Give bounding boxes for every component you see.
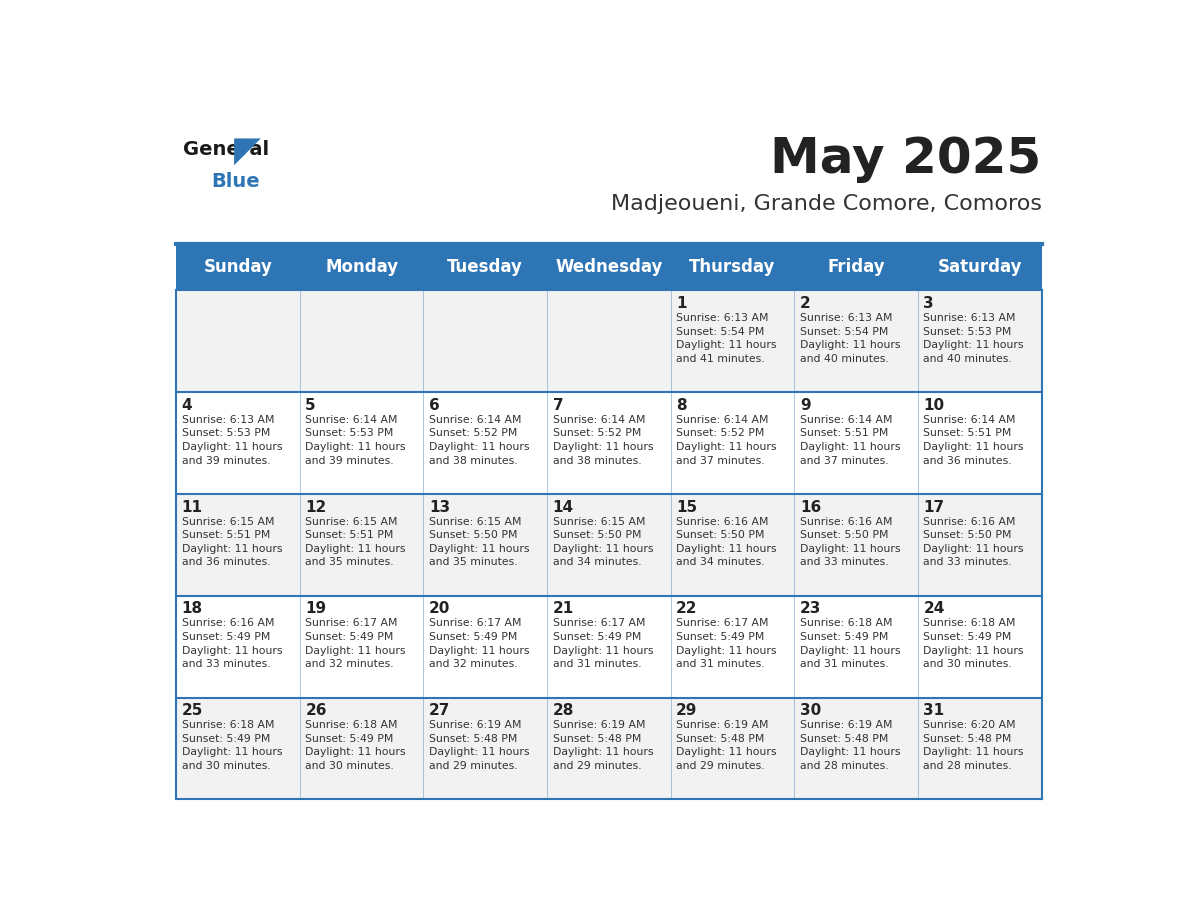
Text: 12: 12 — [305, 499, 327, 515]
Text: 24: 24 — [923, 601, 944, 616]
Text: 8: 8 — [676, 397, 687, 413]
Text: Thursday: Thursday — [689, 259, 776, 276]
Text: 20: 20 — [429, 601, 450, 616]
Bar — [176, 290, 1042, 392]
Text: 25: 25 — [182, 703, 203, 718]
Text: 17: 17 — [923, 499, 944, 515]
Text: 27: 27 — [429, 703, 450, 718]
Text: Sunrise: 6:15 AM
Sunset: 5:51 PM
Daylight: 11 hours
and 36 minutes.: Sunrise: 6:15 AM Sunset: 5:51 PM Dayligh… — [182, 517, 282, 567]
Text: Sunrise: 6:17 AM
Sunset: 5:49 PM
Daylight: 11 hours
and 32 minutes.: Sunrise: 6:17 AM Sunset: 5:49 PM Dayligh… — [429, 619, 530, 669]
Text: Sunrise: 6:19 AM
Sunset: 5:48 PM
Daylight: 11 hours
and 29 minutes.: Sunrise: 6:19 AM Sunset: 5:48 PM Dayligh… — [676, 721, 777, 771]
Text: Sunrise: 6:14 AM
Sunset: 5:51 PM
Daylight: 11 hours
and 36 minutes.: Sunrise: 6:14 AM Sunset: 5:51 PM Dayligh… — [923, 415, 1024, 465]
Text: 14: 14 — [552, 499, 574, 515]
Text: 18: 18 — [182, 601, 203, 616]
Text: 11: 11 — [182, 499, 203, 515]
Text: Sunrise: 6:13 AM
Sunset: 5:54 PM
Daylight: 11 hours
and 40 minutes.: Sunrise: 6:13 AM Sunset: 5:54 PM Dayligh… — [800, 313, 901, 364]
Text: Wednesday: Wednesday — [555, 259, 663, 276]
Text: 26: 26 — [305, 703, 327, 718]
Text: Saturday: Saturday — [937, 259, 1022, 276]
Text: Sunrise: 6:16 AM
Sunset: 5:50 PM
Daylight: 11 hours
and 33 minutes.: Sunrise: 6:16 AM Sunset: 5:50 PM Dayligh… — [800, 517, 901, 567]
Text: Blue: Blue — [211, 173, 260, 191]
Text: Sunrise: 6:19 AM
Sunset: 5:48 PM
Daylight: 11 hours
and 29 minutes.: Sunrise: 6:19 AM Sunset: 5:48 PM Dayligh… — [429, 721, 530, 771]
Text: Sunrise: 6:18 AM
Sunset: 5:49 PM
Daylight: 11 hours
and 30 minutes.: Sunrise: 6:18 AM Sunset: 5:49 PM Dayligh… — [923, 619, 1024, 669]
Text: 7: 7 — [552, 397, 563, 413]
Text: Sunrise: 6:13 AM
Sunset: 5:53 PM
Daylight: 11 hours
and 39 minutes.: Sunrise: 6:13 AM Sunset: 5:53 PM Dayligh… — [182, 415, 282, 465]
Text: 5: 5 — [305, 397, 316, 413]
Text: 2: 2 — [800, 297, 810, 311]
Text: 4: 4 — [182, 397, 192, 413]
Text: Sunrise: 6:14 AM
Sunset: 5:52 PM
Daylight: 11 hours
and 37 minutes.: Sunrise: 6:14 AM Sunset: 5:52 PM Dayligh… — [676, 415, 777, 465]
Bar — [176, 392, 1042, 494]
Text: Sunrise: 6:15 AM
Sunset: 5:50 PM
Daylight: 11 hours
and 35 minutes.: Sunrise: 6:15 AM Sunset: 5:50 PM Dayligh… — [429, 517, 530, 567]
Text: Tuesday: Tuesday — [447, 259, 523, 276]
Text: Sunrise: 6:14 AM
Sunset: 5:52 PM
Daylight: 11 hours
and 38 minutes.: Sunrise: 6:14 AM Sunset: 5:52 PM Dayligh… — [429, 415, 530, 465]
Text: 29: 29 — [676, 703, 697, 718]
Text: Madjeoueni, Grande Comore, Comoros: Madjeoueni, Grande Comore, Comoros — [611, 194, 1042, 214]
Text: 10: 10 — [923, 397, 944, 413]
Text: Sunrise: 6:20 AM
Sunset: 5:48 PM
Daylight: 11 hours
and 28 minutes.: Sunrise: 6:20 AM Sunset: 5:48 PM Dayligh… — [923, 721, 1024, 771]
Text: 15: 15 — [676, 499, 697, 515]
Text: May 2025: May 2025 — [770, 135, 1042, 183]
Text: 13: 13 — [429, 499, 450, 515]
Text: Sunrise: 6:13 AM
Sunset: 5:54 PM
Daylight: 11 hours
and 41 minutes.: Sunrise: 6:13 AM Sunset: 5:54 PM Dayligh… — [676, 313, 777, 364]
Bar — [176, 494, 1042, 596]
Text: 23: 23 — [800, 601, 821, 616]
Text: Sunrise: 6:16 AM
Sunset: 5:50 PM
Daylight: 11 hours
and 34 minutes.: Sunrise: 6:16 AM Sunset: 5:50 PM Dayligh… — [676, 517, 777, 567]
Text: Sunrise: 6:13 AM
Sunset: 5:53 PM
Daylight: 11 hours
and 40 minutes.: Sunrise: 6:13 AM Sunset: 5:53 PM Dayligh… — [923, 313, 1024, 364]
Text: 28: 28 — [552, 703, 574, 718]
Text: Monday: Monday — [326, 259, 398, 276]
Text: Sunrise: 6:14 AM
Sunset: 5:52 PM
Daylight: 11 hours
and 38 minutes.: Sunrise: 6:14 AM Sunset: 5:52 PM Dayligh… — [552, 415, 653, 465]
Text: 31: 31 — [923, 703, 944, 718]
Text: 19: 19 — [305, 601, 327, 616]
Text: 9: 9 — [800, 397, 810, 413]
Text: Sunrise: 6:14 AM
Sunset: 5:51 PM
Daylight: 11 hours
and 37 minutes.: Sunrise: 6:14 AM Sunset: 5:51 PM Dayligh… — [800, 415, 901, 465]
Text: General: General — [183, 140, 270, 159]
Bar — [176, 244, 1042, 290]
Text: Sunrise: 6:19 AM
Sunset: 5:48 PM
Daylight: 11 hours
and 28 minutes.: Sunrise: 6:19 AM Sunset: 5:48 PM Dayligh… — [800, 721, 901, 771]
Text: Sunrise: 6:16 AM
Sunset: 5:49 PM
Daylight: 11 hours
and 33 minutes.: Sunrise: 6:16 AM Sunset: 5:49 PM Dayligh… — [182, 619, 282, 669]
Text: Sunrise: 6:15 AM
Sunset: 5:50 PM
Daylight: 11 hours
and 34 minutes.: Sunrise: 6:15 AM Sunset: 5:50 PM Dayligh… — [552, 517, 653, 567]
Text: 22: 22 — [676, 601, 697, 616]
Text: 6: 6 — [429, 397, 440, 413]
Bar — [176, 596, 1042, 698]
Text: Friday: Friday — [827, 259, 885, 276]
Text: Sunrise: 6:14 AM
Sunset: 5:53 PM
Daylight: 11 hours
and 39 minutes.: Sunrise: 6:14 AM Sunset: 5:53 PM Dayligh… — [305, 415, 406, 465]
Bar — [176, 698, 1042, 800]
Polygon shape — [234, 139, 261, 165]
Text: Sunrise: 6:15 AM
Sunset: 5:51 PM
Daylight: 11 hours
and 35 minutes.: Sunrise: 6:15 AM Sunset: 5:51 PM Dayligh… — [305, 517, 406, 567]
Text: Sunrise: 6:17 AM
Sunset: 5:49 PM
Daylight: 11 hours
and 32 minutes.: Sunrise: 6:17 AM Sunset: 5:49 PM Dayligh… — [305, 619, 406, 669]
Text: Sunrise: 6:19 AM
Sunset: 5:48 PM
Daylight: 11 hours
and 29 minutes.: Sunrise: 6:19 AM Sunset: 5:48 PM Dayligh… — [552, 721, 653, 771]
Text: 21: 21 — [552, 601, 574, 616]
Text: Sunrise: 6:17 AM
Sunset: 5:49 PM
Daylight: 11 hours
and 31 minutes.: Sunrise: 6:17 AM Sunset: 5:49 PM Dayligh… — [552, 619, 653, 669]
Text: 30: 30 — [800, 703, 821, 718]
Text: Sunrise: 6:16 AM
Sunset: 5:50 PM
Daylight: 11 hours
and 33 minutes.: Sunrise: 6:16 AM Sunset: 5:50 PM Dayligh… — [923, 517, 1024, 567]
Text: Sunday: Sunday — [203, 259, 272, 276]
Text: 3: 3 — [923, 297, 934, 311]
Text: Sunrise: 6:18 AM
Sunset: 5:49 PM
Daylight: 11 hours
and 31 minutes.: Sunrise: 6:18 AM Sunset: 5:49 PM Dayligh… — [800, 619, 901, 669]
Text: Sunrise: 6:18 AM
Sunset: 5:49 PM
Daylight: 11 hours
and 30 minutes.: Sunrise: 6:18 AM Sunset: 5:49 PM Dayligh… — [305, 721, 406, 771]
Text: 1: 1 — [676, 297, 687, 311]
Text: Sunrise: 6:18 AM
Sunset: 5:49 PM
Daylight: 11 hours
and 30 minutes.: Sunrise: 6:18 AM Sunset: 5:49 PM Dayligh… — [182, 721, 282, 771]
Text: 16: 16 — [800, 499, 821, 515]
Text: Sunrise: 6:17 AM
Sunset: 5:49 PM
Daylight: 11 hours
and 31 minutes.: Sunrise: 6:17 AM Sunset: 5:49 PM Dayligh… — [676, 619, 777, 669]
